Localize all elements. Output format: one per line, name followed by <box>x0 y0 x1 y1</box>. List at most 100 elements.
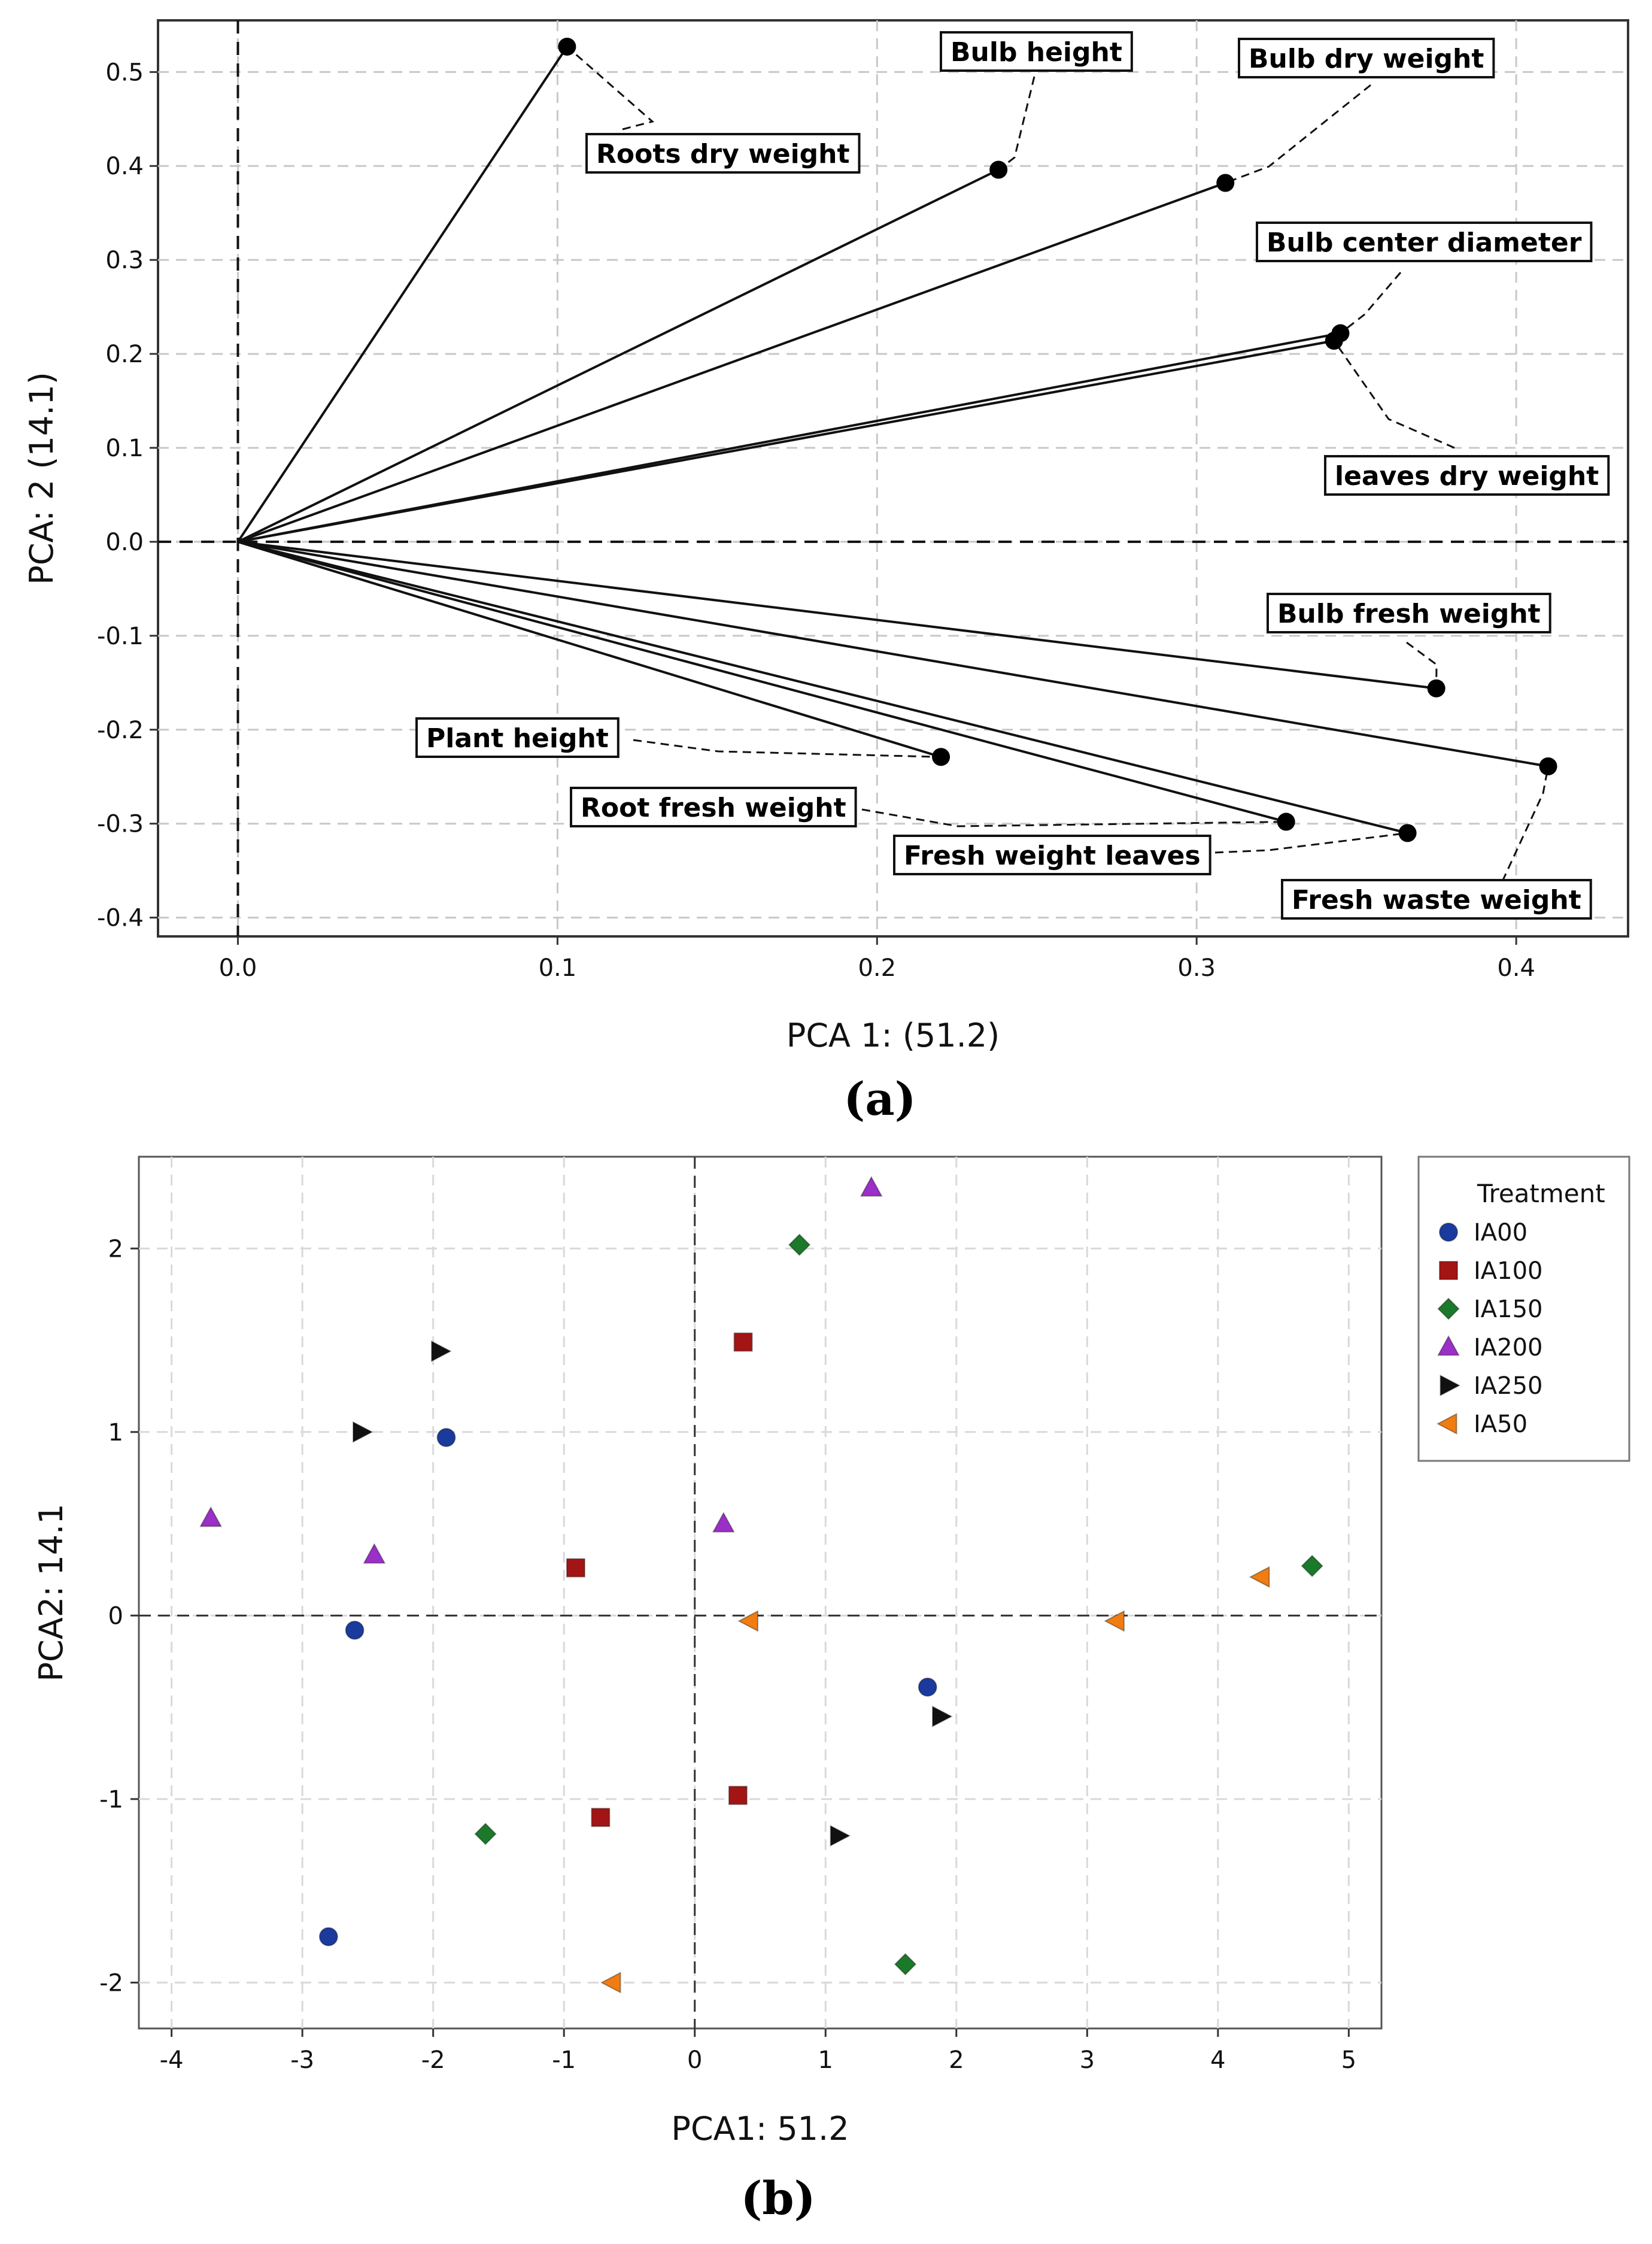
data-point <box>932 1705 953 1728</box>
panel-a-x-axis-title: PCA 1: (51.2) <box>786 1017 1000 1054</box>
label-leader-line <box>1333 340 1455 449</box>
panel-b-y-axis-title: PCA2: 14.1 <box>32 1503 70 1681</box>
series-IA100 <box>566 1332 753 1827</box>
loading-vector <box>237 541 942 759</box>
panel-b-points <box>199 1176 1323 1994</box>
data-point <box>728 1785 748 1805</box>
data-point <box>733 1332 753 1352</box>
panel-b-scores-plot: -4 -3 -2 -1 0 1 2 3 4 5 2 1 0 -1 -2 Treatment IA00 IA1… <box>32 1156 1630 2225</box>
data-point <box>363 1543 386 1564</box>
legend-item: IA250 <box>1440 1372 1543 1400</box>
loading-point <box>1539 757 1557 775</box>
y-tick-label: 0.4 <box>105 153 144 180</box>
legend-label: IA50 <box>1474 1411 1528 1438</box>
loading-point <box>1427 679 1445 698</box>
loading-point <box>1277 812 1295 831</box>
label-leader-line <box>566 46 655 131</box>
data-point <box>712 1511 735 1533</box>
vector-label: Fresh weight leaves <box>893 835 1211 875</box>
data-point <box>600 1972 621 1994</box>
vector-label-box <box>1256 222 1593 262</box>
panel-a-y-ticks: 0.5 0.4 0.3 0.2 0.1 0.0 -0.1 -0.2 -0.3 -0.4 <box>97 59 158 932</box>
y-tick-label: -0.3 <box>97 811 144 838</box>
y-tick-label: 0.5 <box>105 59 144 86</box>
data-point <box>591 1808 611 1827</box>
vector-label: Bulb dry weight <box>1238 38 1495 78</box>
label-leader-line <box>633 739 942 758</box>
y-tick-label: -1 <box>99 1786 123 1814</box>
data-point <box>737 1610 759 1632</box>
data-point <box>345 1620 365 1640</box>
vector-label-box <box>1324 455 1610 496</box>
label-leader-line <box>861 808 1286 827</box>
legend-title: Treatment <box>1477 1179 1605 1208</box>
data-point <box>1249 1566 1270 1588</box>
panel-a-label: (a) <box>843 1072 916 1126</box>
x-tick-label: 0.1 <box>539 954 577 982</box>
vector-label-text: leaves dry weight <box>1335 461 1599 492</box>
data-point <box>431 1340 452 1363</box>
panel-a-y-axis-title: PCA: 2 (14.1) <box>23 372 60 585</box>
data-point <box>566 1558 585 1578</box>
vector-label: Bulb center diameter <box>1256 222 1593 262</box>
panel-b-reference-lines <box>139 1157 1381 2028</box>
loading-point <box>1216 174 1235 192</box>
x-tick-label: 2 <box>949 2046 964 2074</box>
panel-b-plot-area <box>138 1156 1383 2030</box>
series-IA150 <box>474 1233 1323 1976</box>
x-tick-label: 0 <box>687 2046 702 2074</box>
legend-label: IA100 <box>1474 1257 1543 1285</box>
panel-b-x-axis-title: PCA1: 51.2 <box>671 2110 849 2148</box>
panel-a-reference-lines <box>158 20 1628 936</box>
legend-item: IA00 <box>1439 1219 1528 1247</box>
vector-label-box <box>893 835 1211 875</box>
y-tick-label: 0.1 <box>105 435 144 462</box>
loading-vector <box>238 540 1548 768</box>
loading-point <box>1398 824 1417 842</box>
y-tick-label: -0.4 <box>97 905 144 932</box>
loading-vector <box>237 540 1287 823</box>
vector-label: Root fresh weight <box>570 787 857 827</box>
panel-b-y-ticks: 2 1 0 -1 -2 <box>99 1235 139 1997</box>
vector-label-text: Plant height <box>426 723 609 754</box>
x-tick-label: 0.2 <box>858 954 896 982</box>
y-tick-label: 0.0 <box>105 529 144 556</box>
x-tick-label: 3 <box>1080 2046 1095 2074</box>
vector-label-box <box>585 133 861 174</box>
x-tick-label: 4 <box>1210 2046 1225 2074</box>
vector-label-box <box>1267 593 1551 633</box>
series-IA00 <box>318 1427 937 1946</box>
vector-label: Bulb fresh weight <box>1267 593 1551 633</box>
y-tick-label: 2 <box>108 1235 123 1263</box>
loading-vector <box>237 181 1226 543</box>
x-tick-label: -1 <box>552 2046 576 2074</box>
data-point <box>788 1233 811 1256</box>
data-point <box>894 1953 917 1976</box>
legend-swatch <box>1437 1335 1460 1356</box>
vector-label-box <box>570 787 857 827</box>
data-point <box>352 1421 373 1443</box>
legend-label: IA200 <box>1474 1334 1543 1361</box>
label-leader-line <box>1340 272 1402 334</box>
y-tick-label: -2 <box>99 1969 123 1997</box>
series-IA50 <box>600 1566 1270 1994</box>
x-tick-label: 0.4 <box>1497 954 1535 982</box>
legend-label: IA00 <box>1474 1219 1528 1247</box>
legend-item: IA200 <box>1437 1334 1543 1361</box>
loading-vector <box>237 540 1408 835</box>
vector-label-text: Bulb height <box>950 37 1122 68</box>
data-point <box>199 1506 223 1527</box>
series-IA250 <box>352 1340 953 1847</box>
legend-label: IA150 <box>1474 1296 1543 1323</box>
panel-a-x-ticks: 0.0 0.1 0.2 0.3 0.4 <box>219 936 1535 982</box>
data-point <box>918 1677 937 1697</box>
vector-label: leaves dry weight <box>1324 455 1610 496</box>
y-tick-label: -0.1 <box>97 623 144 650</box>
data-point <box>474 1823 497 1845</box>
vector-label-box <box>1238 38 1495 78</box>
y-tick-label: 1 <box>108 1419 123 1447</box>
panel-b-grid <box>139 1157 1381 2028</box>
loading-point <box>1325 332 1343 350</box>
vector-label-text: Bulb fresh weight <box>1277 599 1541 629</box>
